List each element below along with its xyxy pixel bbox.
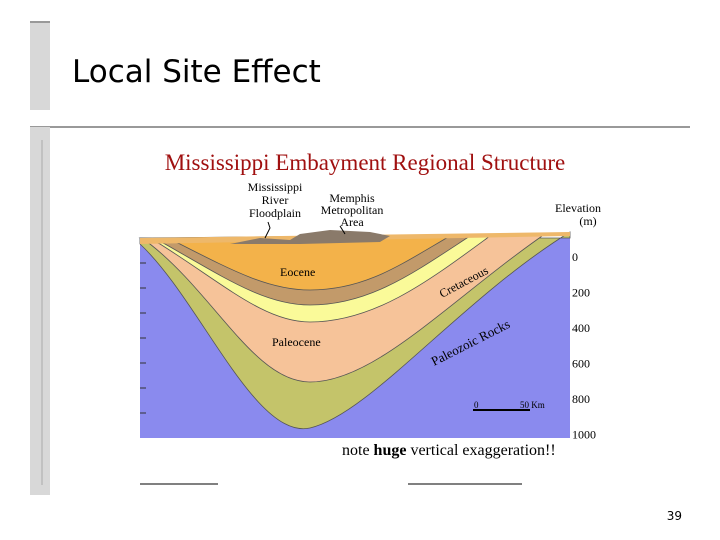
eocene-label: Eocene (280, 265, 315, 279)
layer-eocene (169, 235, 452, 291)
metro-label: Memphis (329, 191, 375, 205)
elevation-tick: 200 (572, 286, 590, 300)
elevation-tick: 0 (572, 250, 578, 264)
floodplain-label: River (262, 193, 289, 207)
metro-label: Metropolitan (321, 203, 384, 217)
elevation-label: (m) (579, 214, 596, 228)
figure-title: Mississippi Embayment Regional Structure (165, 150, 566, 175)
topography (230, 230, 390, 244)
page-number: 39 (667, 509, 682, 523)
scale-label: 50 Km (520, 400, 545, 410)
paleocene-label: Paleocene (272, 335, 321, 349)
content-frame-bar (30, 127, 50, 495)
left-ticks (140, 262, 146, 414)
pointer (264, 221, 271, 239)
elevation-label: Elevation (555, 201, 601, 215)
note-part: huge (374, 442, 407, 459)
slide-title: Local Site Effect (72, 54, 321, 90)
elevation-tick: 800 (572, 392, 590, 406)
title-frame-bar (30, 22, 50, 110)
note: note huge vertical exaggeration!! (342, 442, 556, 459)
elevation-tick: 1000 (572, 428, 596, 442)
elevation-tick: 400 (572, 321, 590, 335)
pointer (339, 225, 346, 235)
metro-label: Area (340, 215, 364, 229)
note-part: note (342, 442, 374, 459)
note-part: vertical exaggeration!! (406, 442, 555, 459)
floodplain-label: Floodplain (249, 206, 301, 220)
scale-label: 0 (474, 400, 479, 410)
elevation-tick: 600 (572, 357, 590, 371)
floodplain-label: Mississippi (248, 180, 303, 194)
